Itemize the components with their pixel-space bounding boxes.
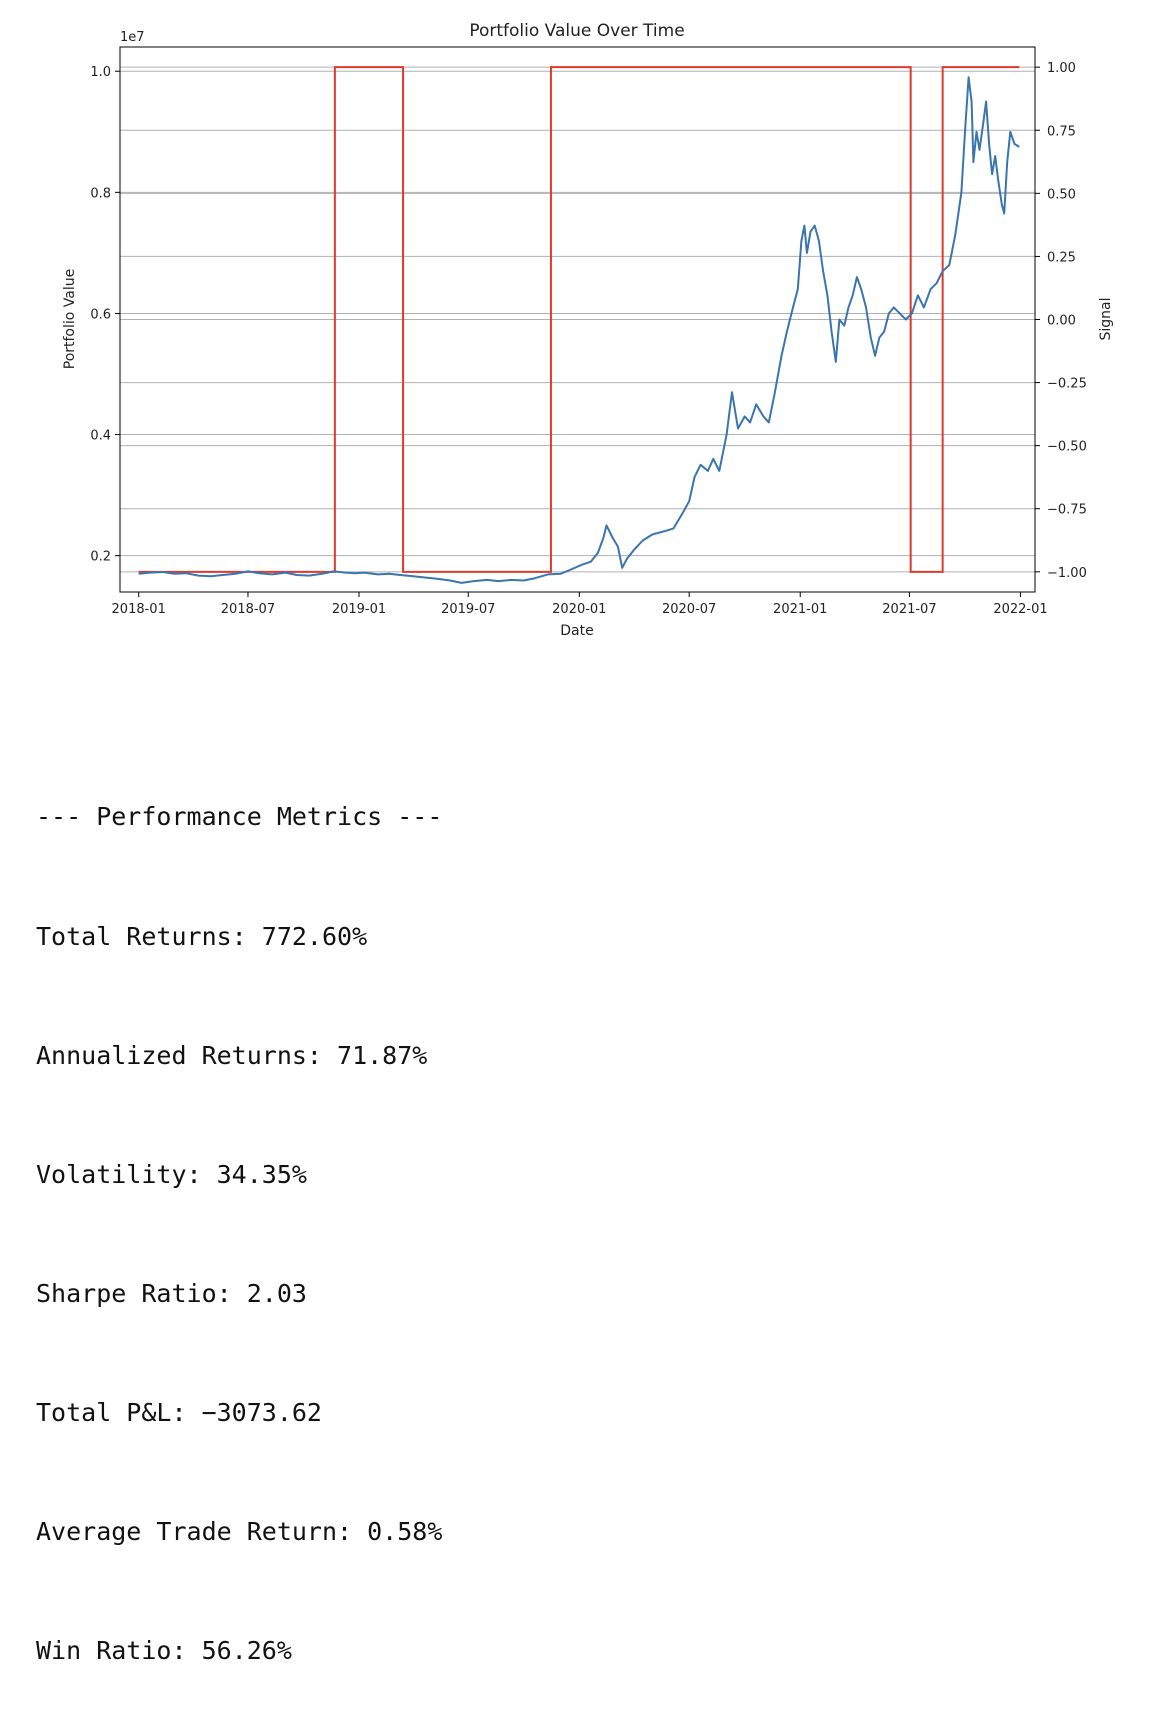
x-tick-label: 2019-01: [332, 602, 386, 617]
signal-series: [138, 66, 1020, 573]
y2-tick-label: 0.50: [1047, 187, 1076, 202]
x-tick-label: 2018-07: [221, 602, 275, 617]
y2-tick-label: 0.00: [1047, 314, 1076, 329]
x-tick-label: 2020-01: [552, 602, 606, 617]
y2-tick-label: −0.25: [1047, 377, 1087, 392]
metric-total-pnl: Total P&L: −3073.62: [36, 1397, 322, 1427]
y2-tick-label: −1.00: [1047, 566, 1087, 581]
y2-tick-label: 1.00: [1047, 61, 1076, 76]
metric-total-returns: Total Returns: 772.60%: [36, 921, 368, 951]
metric-sharpe-ratio: Sharpe Ratio: 2.03: [36, 1278, 307, 1308]
y2-axis-ticks: −1.00 −0.75 −0.50 −0.25 0.00 0.25 0.50 0.75 1.00: [1035, 61, 1087, 581]
y2-tick-label: −0.75: [1047, 503, 1087, 518]
portfolio-chart: 2018-01 2018-07 2019-01 2019-07 2020-01 2020-…: [62, 21, 1114, 639]
y-axis-ticks: 0.2 0.4 0.6 0.8 1.0: [90, 65, 120, 565]
x-tick-label: 2022-01: [993, 602, 1047, 617]
x-tick-label: 2019-07: [441, 602, 495, 617]
x-tick-label: 2020-07: [662, 602, 716, 617]
y2-tick-label: 0.25: [1047, 250, 1076, 265]
x-tick-label: 2021-07: [882, 602, 936, 617]
y2-axis-label: Signal: [1098, 297, 1114, 340]
x-axis-label: Date: [560, 623, 593, 639]
chart-title: Portfolio Value Over Time: [469, 21, 684, 41]
metric-volatility: Volatility: 34.35%: [36, 1159, 307, 1189]
portfolio-value-series: [138, 76, 1020, 584]
y2-tick-label: −0.50: [1047, 440, 1087, 455]
signal-line: [138, 66, 1020, 573]
portfolio-value-line: [138, 76, 1020, 584]
grid-lines: [120, 66, 1035, 573]
metric-average-trade-return: Average Trade Return: 0.58%: [36, 1516, 443, 1546]
y-tick-label: 0.4: [90, 429, 111, 444]
x-axis-ticks: 2018-01 2018-07 2019-01 2019-07 2020-01 2020-…: [112, 592, 1048, 617]
x-tick-label: 2021-01: [773, 602, 827, 617]
metric-annualized-returns: Annualized Returns: 71.87%: [36, 1040, 428, 1070]
y-offset-label: 1e7: [120, 30, 145, 45]
y-tick-label: 0.8: [90, 186, 111, 201]
metrics-header: --- Performance Metrics ---: [36, 802, 443, 832]
y-axis-label: Portfolio Value: [62, 269, 78, 370]
x-tick-label: 2018-01: [112, 602, 166, 617]
y-tick-label: 1.0: [90, 65, 111, 80]
metric-win-ratio: Win Ratio: 56.26%: [36, 1636, 292, 1666]
performance-metrics: --- Performance Metrics --- Total Return…: [36, 718, 442, 1710]
y-tick-label: 0.2: [90, 550, 111, 565]
y-tick-label: 0.6: [90, 307, 111, 322]
y2-tick-label: 0.75: [1047, 124, 1076, 139]
